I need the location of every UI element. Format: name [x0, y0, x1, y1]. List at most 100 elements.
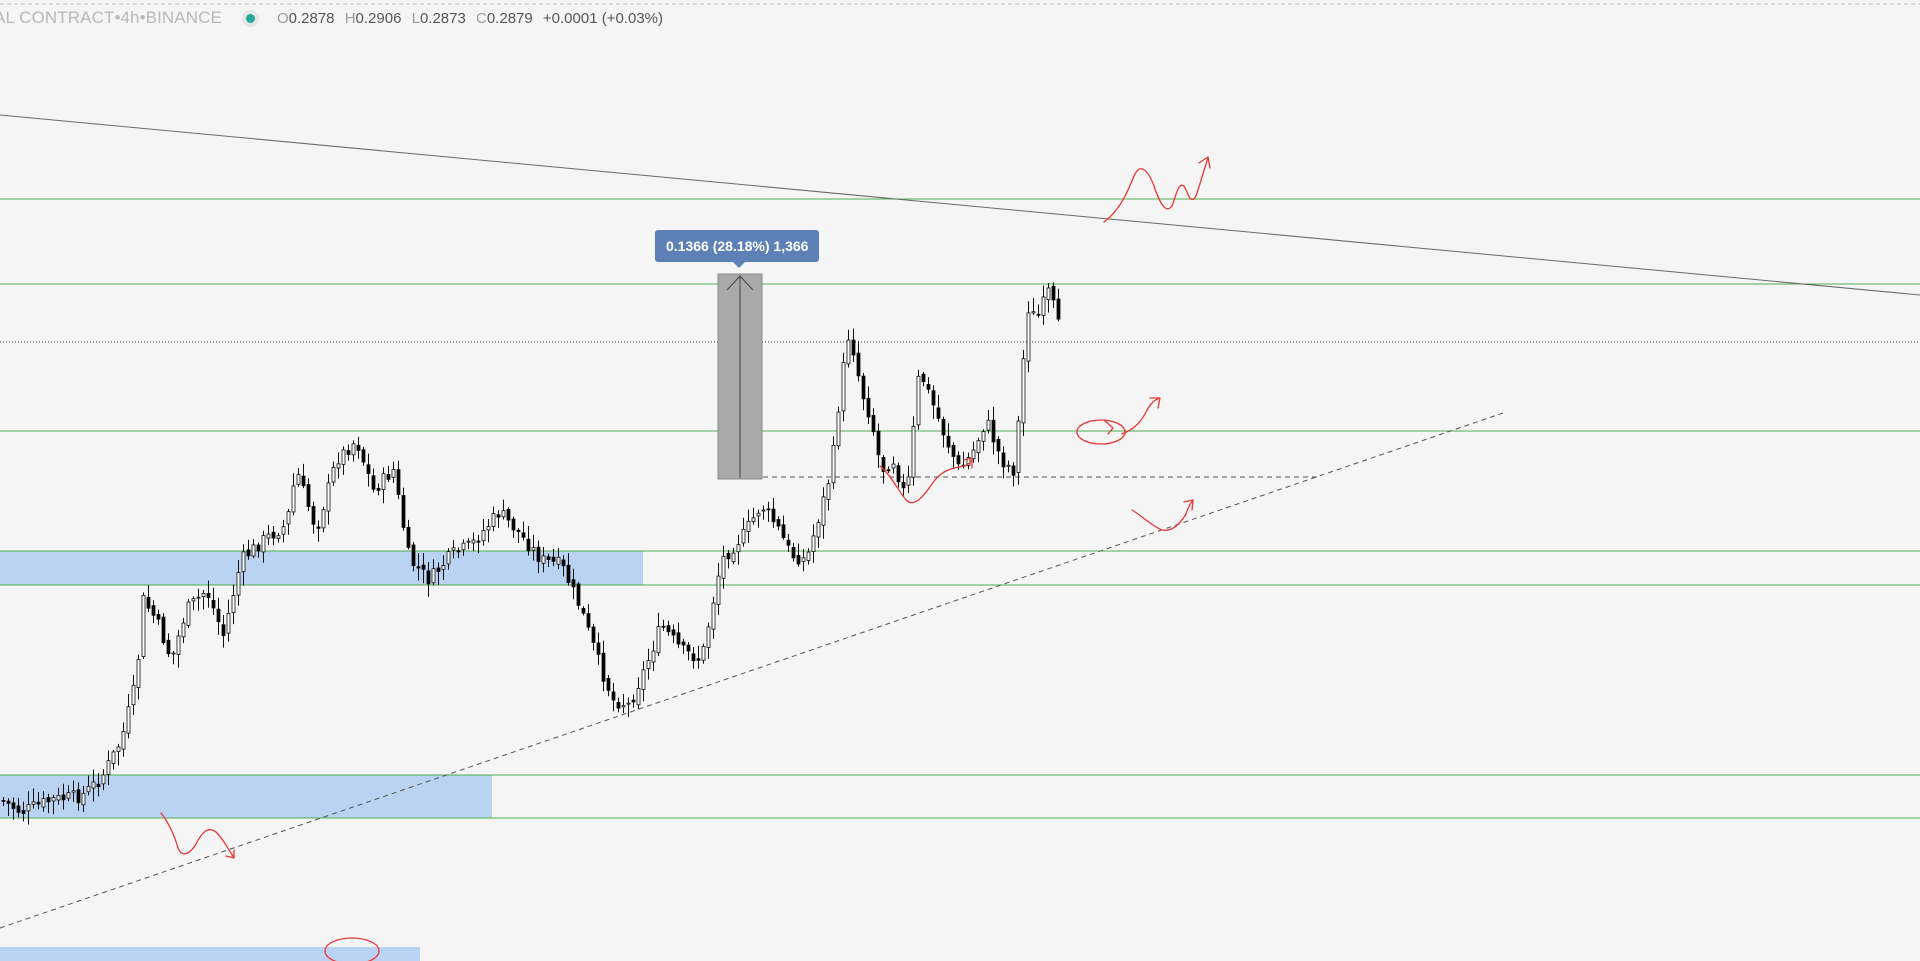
candle-body	[156, 614, 161, 620]
candle-body	[561, 559, 566, 567]
candle-body	[141, 594, 146, 658]
candle-body	[406, 526, 411, 548]
candle-body	[871, 415, 876, 433]
candle-body	[716, 575, 721, 605]
candle-body	[1056, 298, 1061, 320]
candle-body	[876, 430, 881, 456]
high-label: H	[344, 9, 356, 27]
candle-body	[726, 552, 731, 560]
candle-body	[396, 469, 401, 495]
candle-body	[816, 522, 821, 538]
symbol-legend[interactable]: AL CONTRACT • 4h • BINANCE O0.2878 H0.29…	[0, 8, 663, 28]
annotation-stroke	[1121, 397, 1161, 435]
candle-body	[916, 375, 921, 426]
candle-body	[921, 373, 926, 383]
candle-body	[446, 551, 451, 565]
candle-body	[571, 579, 576, 588]
zone-upper[interactable]	[0, 551, 643, 585]
candle-body	[656, 626, 661, 654]
candle-body	[81, 792, 86, 806]
candle-body	[981, 431, 986, 442]
close-value: 0.2879	[486, 9, 533, 27]
candle-body	[181, 622, 186, 638]
candle-body	[801, 557, 806, 563]
candle-body	[781, 524, 786, 538]
candle-body	[881, 457, 886, 473]
market-open-dot-icon[interactable]	[241, 9, 259, 27]
candle-body	[131, 684, 136, 706]
candle-body	[261, 535, 266, 553]
candle-body	[271, 531, 276, 539]
candle-body	[641, 669, 646, 691]
candle-body	[421, 564, 426, 570]
ascending-trendline[interactable]	[0, 412, 1504, 929]
candle-body	[621, 705, 626, 708]
candle-body	[326, 482, 331, 512]
annotation-stroke	[1103, 419, 1114, 435]
candle-body	[121, 730, 126, 750]
candle-body	[386, 473, 391, 480]
candle-body	[666, 625, 671, 633]
candle-body	[941, 419, 946, 436]
candle-body	[486, 526, 491, 531]
candle-body	[1001, 452, 1006, 468]
candle-body	[536, 546, 541, 562]
candle-body	[481, 529, 486, 542]
candle-body	[166, 639, 171, 655]
candle-body	[786, 539, 791, 546]
candle-body	[111, 751, 116, 764]
candle-body	[56, 795, 61, 801]
candle-body	[736, 544, 741, 553]
legend-separator: •	[139, 8, 146, 27]
candle-body	[671, 629, 676, 636]
candle-body	[831, 444, 836, 484]
candle-body	[646, 660, 651, 670]
candle-body	[626, 702, 631, 705]
annotation-stroke	[963, 457, 973, 469]
candle-body	[491, 513, 496, 527]
price-range-measure[interactable]	[717, 273, 763, 480]
candle-body	[866, 397, 871, 418]
candle-body	[471, 539, 476, 544]
candle-body	[566, 564, 571, 584]
candle-body	[21, 809, 26, 815]
candle-body	[1041, 296, 1046, 316]
candle-body	[681, 641, 686, 646]
candle-body	[1051, 285, 1056, 301]
candle-body	[836, 411, 841, 447]
candle-body	[1026, 312, 1031, 362]
candle-body	[376, 487, 381, 491]
candle-body	[1, 799, 6, 802]
candle-body	[631, 699, 636, 703]
candle-body	[761, 509, 766, 512]
candle-body	[1036, 313, 1041, 316]
candle-body	[676, 632, 681, 645]
candle-body	[516, 529, 521, 533]
exchange-label: BINANCE	[145, 8, 222, 27]
horizontal-levels[interactable]	[0, 198, 1920, 819]
candle-body	[521, 532, 526, 538]
candle-body	[1016, 420, 1021, 473]
interval-label: 4h	[120, 8, 140, 27]
candle-body	[701, 646, 706, 661]
candle-body	[1031, 311, 1036, 314]
candle-body	[316, 526, 321, 529]
descending-trendline[interactable]	[0, 114, 1920, 296]
candle-body	[371, 475, 376, 490]
annotation-stroke	[1103, 157, 1209, 223]
low-value: 0.2873	[419, 9, 466, 27]
candle-body	[976, 440, 981, 454]
candle-body	[161, 616, 166, 644]
candle-body	[926, 384, 931, 390]
candle-body	[931, 390, 936, 406]
legend-separator: •	[114, 8, 121, 27]
candle-body	[136, 658, 141, 688]
annotations[interactable]	[160, 156, 1211, 961]
candle-body	[321, 509, 326, 529]
candle-body	[341, 449, 346, 465]
zone-bottom[interactable]	[0, 947, 420, 961]
candle-body	[1006, 464, 1011, 467]
candle-body	[1021, 358, 1026, 424]
candle-body	[791, 547, 796, 559]
